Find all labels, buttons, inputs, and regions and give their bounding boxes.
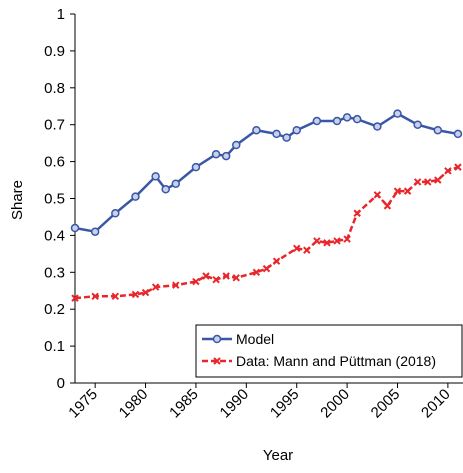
series-line xyxy=(74,165,459,300)
marker xyxy=(211,149,221,159)
marker xyxy=(373,122,382,131)
x-tick-label: 1985 xyxy=(166,386,202,422)
marker xyxy=(272,129,281,139)
legend-marker xyxy=(212,334,222,344)
marker xyxy=(453,129,463,139)
y-tick-label: 0.3 xyxy=(44,264,65,281)
marker xyxy=(323,239,331,247)
x-tick-label: 1975 xyxy=(65,386,101,422)
marker xyxy=(413,178,422,186)
marker xyxy=(202,272,210,280)
y-axis-label: Share xyxy=(9,180,26,220)
y-tick-label: 0.5 xyxy=(44,191,65,208)
marker xyxy=(332,116,342,126)
marker xyxy=(272,257,281,265)
marker xyxy=(232,274,240,282)
x-tick-label: 1990 xyxy=(217,386,253,422)
marker xyxy=(403,187,412,195)
marker xyxy=(231,140,241,150)
x-axis-label: Year xyxy=(263,447,293,464)
marker xyxy=(444,167,452,175)
marker xyxy=(353,209,361,217)
marker xyxy=(191,162,201,172)
marker xyxy=(373,191,382,199)
marker xyxy=(262,264,271,273)
marker xyxy=(252,125,261,135)
marker xyxy=(383,202,392,210)
marker xyxy=(352,114,362,124)
legend-label: Model xyxy=(236,331,274,347)
x-tick-label: 1980 xyxy=(116,386,152,422)
marker xyxy=(343,235,351,243)
x-tick-label: 2005 xyxy=(368,386,404,422)
marker xyxy=(413,120,422,129)
marker xyxy=(303,246,311,254)
marker xyxy=(222,272,230,280)
marker xyxy=(424,178,432,186)
marker xyxy=(312,116,322,126)
marker xyxy=(141,288,150,297)
marker xyxy=(282,133,291,142)
y-tick-label: 0.1 xyxy=(44,338,65,355)
marker xyxy=(252,268,261,277)
marker xyxy=(71,294,79,302)
marker xyxy=(313,237,321,245)
y-tick-label: 1 xyxy=(57,6,65,23)
marker xyxy=(171,179,181,188)
marker xyxy=(333,237,341,245)
marker xyxy=(91,292,99,300)
marker xyxy=(90,227,100,236)
marker xyxy=(111,209,120,218)
marker xyxy=(293,244,301,253)
marker xyxy=(161,185,170,194)
marker xyxy=(292,125,301,135)
y-tick-label: 0.9 xyxy=(44,43,65,60)
marker xyxy=(342,113,352,122)
y-tick-label: 0.7 xyxy=(44,117,65,134)
marker xyxy=(221,151,231,161)
series-line xyxy=(74,112,459,234)
y-tick-label: 0.8 xyxy=(44,80,65,97)
x-tick-label: 2010 xyxy=(418,386,454,422)
marker xyxy=(393,187,402,195)
x-tick-label: 1995 xyxy=(267,386,303,422)
marker xyxy=(192,277,200,286)
y-tick-label: 0 xyxy=(57,375,65,392)
marker xyxy=(434,176,442,184)
legend-box xyxy=(195,324,463,378)
y-tick-label: 0.2 xyxy=(44,301,65,318)
y-tick-label: 0.4 xyxy=(44,227,65,244)
legend-marker xyxy=(213,357,221,365)
marker xyxy=(393,109,402,118)
legend-label: Data: Mann and Püttman (2018) xyxy=(236,353,436,369)
marker xyxy=(131,290,140,299)
marker xyxy=(212,275,220,284)
marker xyxy=(172,281,180,289)
marker xyxy=(131,192,140,201)
y-tick-label: 0.6 xyxy=(44,154,65,171)
marker xyxy=(433,125,443,135)
marker xyxy=(70,223,80,233)
marker xyxy=(151,283,160,291)
marker xyxy=(111,292,120,300)
marker xyxy=(151,172,160,181)
x-tick-label: 2000 xyxy=(317,386,353,422)
marker xyxy=(454,163,462,171)
